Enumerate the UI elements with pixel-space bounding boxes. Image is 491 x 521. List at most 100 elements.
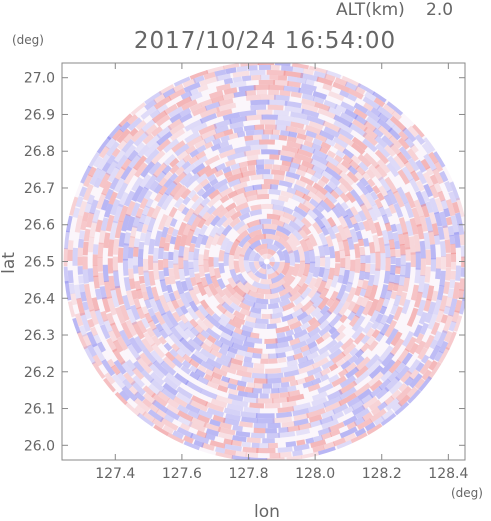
radar-cell: [112, 128, 124, 141]
radar-cell: [395, 257, 401, 268]
radar-cell: [284, 105, 305, 114]
radar-cell: [292, 66, 304, 74]
radar-cell: [339, 192, 350, 203]
radar-cell: [322, 441, 336, 450]
radar-cell: [307, 383, 321, 392]
radar-cell: [97, 153, 111, 171]
radar-cell: [335, 149, 345, 159]
radar-cell: [320, 169, 333, 181]
radar-cell: [267, 253, 273, 260]
radar-cell: [434, 197, 444, 212]
radar-cell: [254, 323, 266, 329]
radar-cell: [173, 290, 181, 301]
radar-cell: [297, 164, 309, 173]
radar-cell: [266, 213, 281, 221]
radar-cell: [351, 325, 365, 340]
radar-cell: [327, 389, 343, 401]
radar-cell: [241, 324, 254, 333]
radar-cell: [343, 405, 355, 415]
radar-cell: [339, 375, 357, 389]
radar-cell: [306, 208, 319, 221]
radar-cell: [296, 245, 306, 262]
radar-cell: [252, 184, 263, 191]
radar-cell: [439, 211, 448, 229]
radar-cell: [151, 126, 163, 137]
radar-cell: [212, 366, 228, 377]
radar-cell: [285, 171, 301, 180]
radar-cell: [341, 75, 362, 88]
radar-cell: [199, 197, 211, 208]
radar-cell: [247, 159, 257, 166]
radar-cell: [337, 224, 348, 242]
radar-cell: [336, 440, 352, 450]
radar-cell: [317, 383, 334, 394]
radar-cell: [340, 101, 356, 113]
radar-cell: [80, 165, 92, 184]
radar-cell: [265, 267, 276, 275]
radar-cell: [355, 230, 363, 241]
radar-cell: [302, 68, 314, 76]
radar-cell: [151, 392, 168, 407]
radar-cell: [442, 225, 450, 240]
radar-cell: [213, 267, 222, 279]
radar-cell: [324, 154, 340, 167]
radar-cell: [106, 312, 116, 326]
radar-cell: [424, 266, 431, 283]
radar-cell: [204, 368, 215, 377]
radar-cell: [319, 373, 330, 382]
radar-cell: [133, 246, 139, 257]
radar-cell: [243, 185, 255, 193]
radar-cell: [292, 210, 305, 221]
radar-cell: [297, 422, 312, 431]
radar-cell: [211, 204, 225, 217]
radar-cell: [420, 258, 426, 277]
radar-cell: [307, 233, 318, 247]
radar-cell: [269, 297, 281, 305]
radar-cell: [363, 271, 370, 280]
radar-cell: [357, 388, 372, 401]
radar-cell: [193, 349, 209, 362]
radar-cell: [230, 210, 242, 221]
radar-cell: [379, 314, 389, 325]
radar-cell: [298, 87, 314, 96]
radar-cell: [186, 135, 204, 148]
radar-cell: [149, 403, 160, 414]
radar-cell: [110, 288, 120, 308]
radar-cell: [65, 215, 73, 233]
radar-cell: [89, 167, 102, 186]
radar-cell: [273, 240, 286, 251]
radar-cell: [161, 226, 169, 238]
radar-cell: [404, 336, 417, 352]
radar-cell: [364, 91, 377, 102]
radar-cell: [134, 404, 147, 416]
radar-cell: [321, 359, 335, 370]
radar-cell: [309, 419, 323, 428]
radar-cell: [447, 288, 455, 299]
radar-cell: [318, 267, 325, 278]
radar-cell: [152, 327, 162, 338]
radar-cell: [272, 209, 285, 217]
radar-cell: [235, 430, 251, 438]
radar-cell: [327, 226, 337, 240]
radar-cell: [433, 151, 446, 168]
radar-cell: [151, 335, 162, 347]
radar-cell: [328, 340, 344, 354]
radar-cell: [251, 387, 262, 394]
radar-cell: [138, 275, 145, 284]
radar-cell: [138, 241, 145, 250]
radar-cell: [204, 401, 225, 413]
radar-cell: [68, 283, 76, 295]
radar-cell: [286, 317, 299, 326]
radar-cell: [313, 277, 323, 289]
radar-cell: [266, 323, 278, 330]
radar-cell: [261, 114, 278, 120]
radar-cell: [452, 282, 460, 300]
radar-cell: [122, 258, 129, 276]
radar-cell: [165, 310, 179, 328]
radar-cell: [339, 426, 358, 439]
radar-cell: [393, 294, 402, 307]
radar-cell: [123, 144, 137, 158]
radar-cell: [339, 386, 357, 400]
radar-cell: [222, 309, 236, 321]
radar-cell: [238, 302, 251, 312]
